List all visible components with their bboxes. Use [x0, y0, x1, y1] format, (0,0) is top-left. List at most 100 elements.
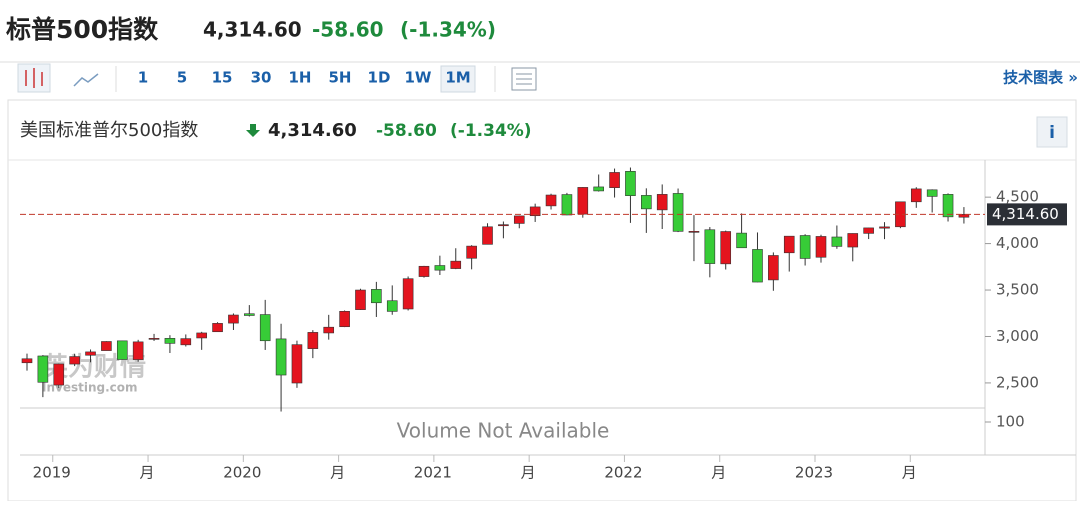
last-price-box [987, 203, 1067, 226]
candle-glyph [25, 68, 43, 88]
candle-body [910, 188, 922, 203]
page-title: 标普500指数 [6, 15, 159, 44]
candle-body [561, 194, 573, 216]
candle-body [958, 214, 970, 218]
x-tick-label: 月 [521, 464, 536, 482]
x-tick-label: 月 [140, 464, 155, 482]
table-glyph [516, 73, 532, 85]
candle-body [847, 233, 859, 248]
candle-body [942, 194, 954, 218]
candle-body [101, 341, 112, 351]
candle-body [720, 231, 732, 265]
candle-body [768, 255, 779, 281]
interval-tab[interactable]: 1W [405, 69, 432, 87]
change: -58.60 [312, 18, 384, 42]
change-pct: (-1.34%) [400, 18, 496, 42]
candle-body [482, 226, 493, 245]
candle-body [307, 332, 319, 349]
candle-body [609, 172, 620, 188]
candle-body [37, 355, 49, 383]
y-tick-label: 2,500 [996, 373, 1039, 391]
down-arrow [246, 124, 260, 137]
x-tick-label: 月 [902, 464, 917, 482]
active-tab [440, 65, 476, 93]
candle-body [371, 289, 382, 304]
chart-change: -58.60 [376, 121, 437, 141]
candle-body [625, 171, 636, 196]
candle-body [85, 351, 96, 356]
candle-body [656, 194, 668, 211]
candle-body [259, 314, 271, 342]
watermark-en: Investing.com [42, 381, 138, 395]
candle-body [863, 227, 874, 234]
candle-body [529, 206, 541, 217]
interval-tab[interactable]: 5 [177, 69, 187, 87]
candle-body [593, 186, 604, 192]
candle-body [53, 363, 65, 386]
tech-chart-link[interactable]: 技术图表 » [1003, 69, 1078, 87]
interval-tab[interactable]: 1H [289, 69, 312, 87]
candle-body [545, 194, 557, 207]
candle-body [228, 314, 239, 324]
y-tick-label: 4,500 [996, 188, 1039, 206]
candle-body [275, 338, 287, 376]
interval-tab[interactable]: 5H [329, 69, 352, 87]
candle-body [688, 231, 700, 233]
candle-body [69, 356, 80, 365]
volume-tick-label: 100 [996, 413, 1025, 431]
x-tick-label: 2023 [795, 464, 833, 482]
candle-body [704, 229, 716, 264]
interval-tab[interactable]: 1D [368, 69, 391, 87]
x-tick-label: 月 [711, 464, 726, 482]
interval-tab[interactable]: 1 [138, 69, 148, 87]
toolbar: 技术图表 » [17, 63, 1078, 93]
table-icon[interactable] [511, 67, 537, 91]
interval-tab[interactable]: 1M [445, 69, 470, 87]
candle-body [783, 235, 795, 254]
candle-body [513, 215, 525, 224]
chart-price: 4,314.60 [268, 120, 357, 141]
candle-body [831, 236, 843, 247]
candle-body [21, 358, 33, 364]
candle-body [386, 300, 398, 312]
x-tick-label: 2019 [33, 464, 71, 482]
candle-body [180, 338, 192, 346]
candle-body [672, 193, 684, 232]
candle-body [164, 338, 176, 344]
candle-body [879, 226, 890, 229]
candle-body [926, 189, 938, 197]
candle-body [434, 265, 446, 271]
candle-body [196, 332, 207, 339]
candle-body [815, 236, 827, 258]
y-tick-label: 3,000 [996, 327, 1039, 345]
interval-tab[interactable]: 15 [212, 69, 233, 87]
last-price-label: 4,314.60 [992, 205, 1059, 223]
candle-body [355, 289, 366, 310]
candle-body [244, 313, 255, 316]
candle-body [339, 311, 350, 328]
candle-body [466, 245, 477, 259]
candle-body [132, 341, 144, 360]
chart-name: 美国标准普尔500指数 [20, 120, 198, 141]
x-tick-label: 月 [330, 464, 345, 482]
candle-body [498, 224, 509, 227]
candle-body [323, 326, 335, 334]
x-tick-label: 2021 [414, 464, 452, 482]
x-tick-label: 2022 [604, 464, 642, 482]
candle-body [291, 344, 303, 384]
volume-note: Volume Not Available [397, 419, 610, 443]
y-tick-label: 4,000 [996, 234, 1039, 252]
candle-body [641, 195, 652, 210]
candle-body [450, 260, 462, 269]
candle-body [148, 338, 160, 340]
y-tick-label: 3,500 [996, 281, 1039, 299]
candle-body [418, 265, 430, 277]
info-button[interactable] [1036, 116, 1068, 148]
line-icon[interactable] [73, 73, 99, 87]
interval-tab[interactable]: 30 [251, 69, 272, 87]
candle-body [799, 235, 811, 259]
candle-body [577, 187, 589, 215]
info-label: i [1049, 123, 1055, 143]
